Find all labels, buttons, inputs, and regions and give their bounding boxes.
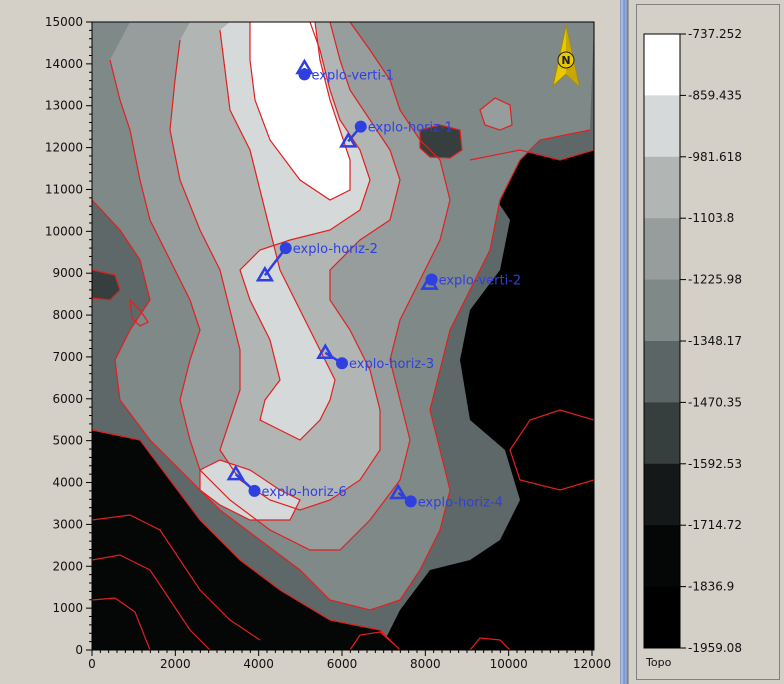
well-label: explo-horiz-1 bbox=[368, 121, 453, 136]
x-tick-label: 8000 bbox=[410, 657, 441, 671]
legend-frame bbox=[636, 4, 780, 680]
well-explo-horiz-6[interactable]: explo-horiz-6 bbox=[226, 464, 347, 500]
x-tick-label: 6000 bbox=[327, 657, 358, 671]
well-label: explo-horiz-2 bbox=[293, 242, 378, 257]
band-very-deep-sw bbox=[92, 430, 400, 650]
bump-1 bbox=[480, 98, 512, 130]
y-tick-label: 9000 bbox=[52, 266, 83, 280]
well-explo-horiz-2[interactable]: explo-horiz-2 bbox=[255, 242, 378, 282]
well-bottom-dot-icon bbox=[404, 495, 417, 508]
y-tick-label: 2000 bbox=[52, 559, 83, 573]
well-head-triangle-icon bbox=[316, 343, 335, 359]
x-tick-label: 0 bbox=[88, 657, 96, 671]
well-label: explo-verti-1 bbox=[312, 68, 395, 83]
wells-layer[interactable]: explo-verti-1 explo-horiz-1 explo-horiz-2 e… bbox=[226, 58, 522, 510]
y-tick-label: 14000 bbox=[45, 57, 83, 71]
well-label: explo-horiz-4 bbox=[418, 495, 503, 510]
band-very-deep-east bbox=[380, 150, 594, 650]
well-explo-horiz-4[interactable]: explo-horiz-4 bbox=[389, 483, 503, 510]
y-axis: 0 1000 2000 3000 4000 5000 6000 7000 8000 9000 100… bbox=[45, 15, 92, 657]
y-tick-label: 15000 bbox=[45, 15, 83, 29]
contour-lines bbox=[92, 22, 594, 650]
well-bottom-dot-icon bbox=[248, 484, 261, 497]
well-explo-horiz-1[interactable]: explo-horiz-1 bbox=[339, 120, 453, 148]
y-tick-label: 0 bbox=[75, 643, 83, 657]
well-bottom-dot-icon bbox=[336, 357, 348, 370]
well-head-triangle-icon bbox=[255, 265, 275, 282]
x-tick-label: 10000 bbox=[490, 657, 528, 671]
x-axis: 0 2000 4000 6000 8000 10000 12000 bbox=[88, 650, 611, 671]
y-tick-label: 10000 bbox=[45, 224, 83, 238]
y-tick-label: 3000 bbox=[52, 517, 83, 531]
well-head-triangle-icon bbox=[339, 131, 358, 148]
y-tick-label: 7000 bbox=[52, 350, 83, 364]
north-arrow-icon: N bbox=[552, 25, 580, 88]
well-bottom-dot-icon bbox=[425, 273, 438, 286]
well-explo-verti-2[interactable]: explo-verti-2 bbox=[420, 273, 522, 290]
y-tick-label: 4000 bbox=[52, 476, 83, 490]
well-head-triangle-icon bbox=[226, 464, 245, 481]
y-tick-label: 11000 bbox=[45, 182, 83, 196]
band-highest bbox=[250, 22, 350, 200]
topo-map[interactable]: N 0 2000 4000 6000 8000 10000 12000 0 1000 2000 3… bbox=[0, 0, 620, 684]
y-tick-label: 13000 bbox=[45, 99, 83, 113]
well-explo-verti-1[interactable]: explo-verti-1 bbox=[295, 58, 395, 83]
y-tick-label: 6000 bbox=[52, 392, 83, 406]
well-label: explo-horiz-3 bbox=[349, 357, 434, 372]
well-head-triangle-icon bbox=[389, 483, 408, 500]
well-explo-horiz-3[interactable]: explo-horiz-3 bbox=[316, 343, 434, 372]
plot-border bbox=[91, 21, 595, 651]
north-arrow-label: N bbox=[561, 54, 570, 67]
well-bottom-dot-icon bbox=[279, 242, 292, 255]
y-tick-label: 8000 bbox=[52, 308, 83, 322]
y-tick-label: 1000 bbox=[52, 601, 83, 615]
well-bottom-dot-icon bbox=[354, 120, 367, 133]
y-tick-label: 12000 bbox=[45, 141, 83, 155]
well-bottom-dot-icon bbox=[298, 68, 311, 81]
pit-2 bbox=[92, 270, 120, 300]
y-tick-label: 5000 bbox=[52, 434, 83, 448]
well-label: explo-verti-2 bbox=[439, 273, 522, 288]
map-panel[interactable]: N 0 2000 4000 6000 8000 10000 12000 0 1000 2000 3… bbox=[0, 0, 620, 684]
x-tick-label: 2000 bbox=[160, 657, 191, 671]
x-tick-label: 12000 bbox=[573, 657, 611, 671]
panel-splitter[interactable] bbox=[620, 0, 628, 684]
legend-title: Topo bbox=[646, 656, 672, 669]
well-label: explo-horiz-6 bbox=[262, 485, 347, 500]
x-tick-label: 4000 bbox=[243, 657, 274, 671]
